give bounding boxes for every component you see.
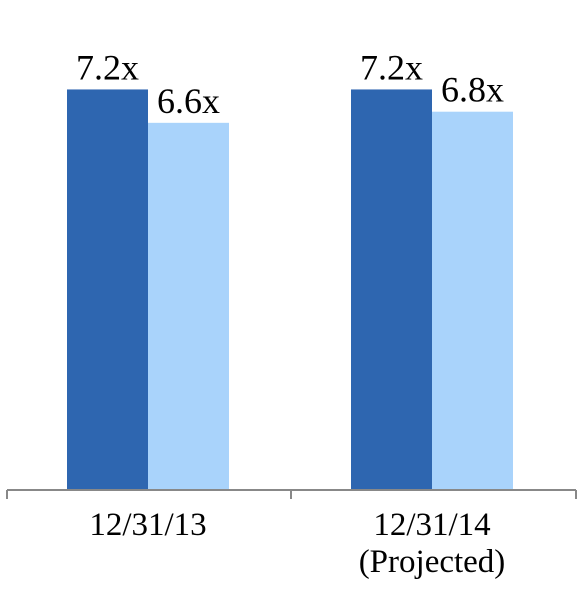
category-label-2-line-2: (Projected) (359, 544, 506, 580)
bar-series-2-2 (432, 111, 513, 491)
bar-series-2-1 (148, 122, 229, 491)
x-axis (6, 489, 577, 499)
data-label-series-1-1: 7.2x (76, 47, 139, 87)
category-label-1: 12/31/13 (89, 507, 206, 543)
data-label-series-1-2: 7.2x (360, 47, 423, 87)
data-label-series-2-1: 6.6x (157, 81, 220, 121)
bars-layer (67, 89, 513, 491)
category-labels-layer: 12/31/13 12/31/14(Projected) (89, 507, 505, 580)
data-labels-layer: 7.2x 7.2x 6.6x 6.8x (76, 47, 504, 120)
data-label-series-2-2: 6.8x (441, 70, 504, 110)
bar-series-1-2 (351, 89, 432, 490)
bar-series-1-1 (67, 89, 148, 490)
category-label-2-line-1: 12/31/14 (373, 507, 490, 543)
